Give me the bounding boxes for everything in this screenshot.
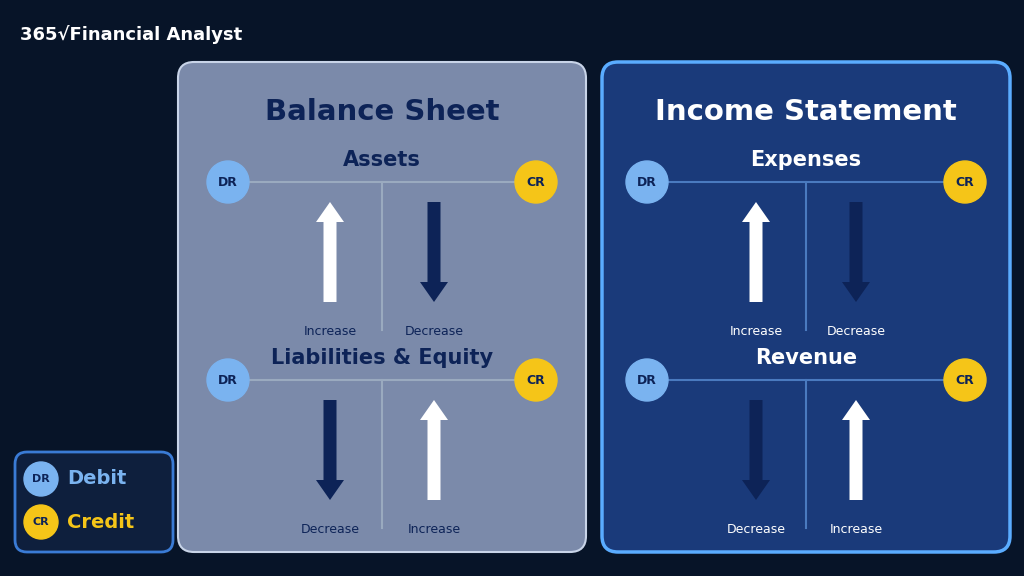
Text: DR: DR: [32, 474, 50, 484]
Text: Increase: Increase: [303, 325, 356, 338]
Text: DR: DR: [637, 176, 657, 188]
Circle shape: [515, 359, 557, 401]
Text: Increase: Increase: [408, 523, 461, 536]
Polygon shape: [316, 400, 344, 500]
Text: DR: DR: [218, 176, 238, 188]
Circle shape: [24, 505, 58, 539]
Circle shape: [207, 359, 249, 401]
Polygon shape: [842, 400, 870, 500]
Circle shape: [626, 359, 668, 401]
FancyBboxPatch shape: [178, 62, 586, 552]
Circle shape: [626, 161, 668, 203]
Circle shape: [24, 462, 58, 496]
Polygon shape: [742, 202, 770, 302]
Polygon shape: [316, 202, 344, 302]
Circle shape: [944, 359, 986, 401]
Polygon shape: [420, 400, 449, 500]
Text: DR: DR: [637, 373, 657, 386]
Polygon shape: [420, 202, 449, 302]
Text: DR: DR: [218, 373, 238, 386]
Text: CR: CR: [955, 176, 975, 188]
Text: CR: CR: [526, 176, 546, 188]
Text: Expenses: Expenses: [751, 150, 861, 170]
Text: CR: CR: [955, 373, 975, 386]
Text: Income Statement: Income Statement: [655, 98, 956, 126]
Polygon shape: [742, 400, 770, 500]
Text: Decrease: Decrease: [826, 325, 886, 338]
Text: Decrease: Decrease: [726, 523, 785, 536]
FancyBboxPatch shape: [15, 452, 173, 552]
Text: Credit: Credit: [67, 513, 134, 532]
Text: Assets: Assets: [343, 150, 421, 170]
Circle shape: [207, 161, 249, 203]
Text: Decrease: Decrease: [300, 523, 359, 536]
Text: 365√Financial Analyst: 365√Financial Analyst: [20, 25, 243, 44]
Text: CR: CR: [526, 373, 546, 386]
Text: CR: CR: [33, 517, 49, 527]
Text: Decrease: Decrease: [404, 325, 464, 338]
Text: Debit: Debit: [67, 469, 126, 488]
Text: Revenue: Revenue: [755, 348, 857, 368]
Text: Increase: Increase: [829, 523, 883, 536]
Circle shape: [944, 161, 986, 203]
Text: Increase: Increase: [729, 325, 782, 338]
Polygon shape: [842, 202, 870, 302]
Text: Balance Sheet: Balance Sheet: [265, 98, 500, 126]
Circle shape: [515, 161, 557, 203]
FancyBboxPatch shape: [602, 62, 1010, 552]
Text: Liabilities & Equity: Liabilities & Equity: [271, 348, 494, 368]
